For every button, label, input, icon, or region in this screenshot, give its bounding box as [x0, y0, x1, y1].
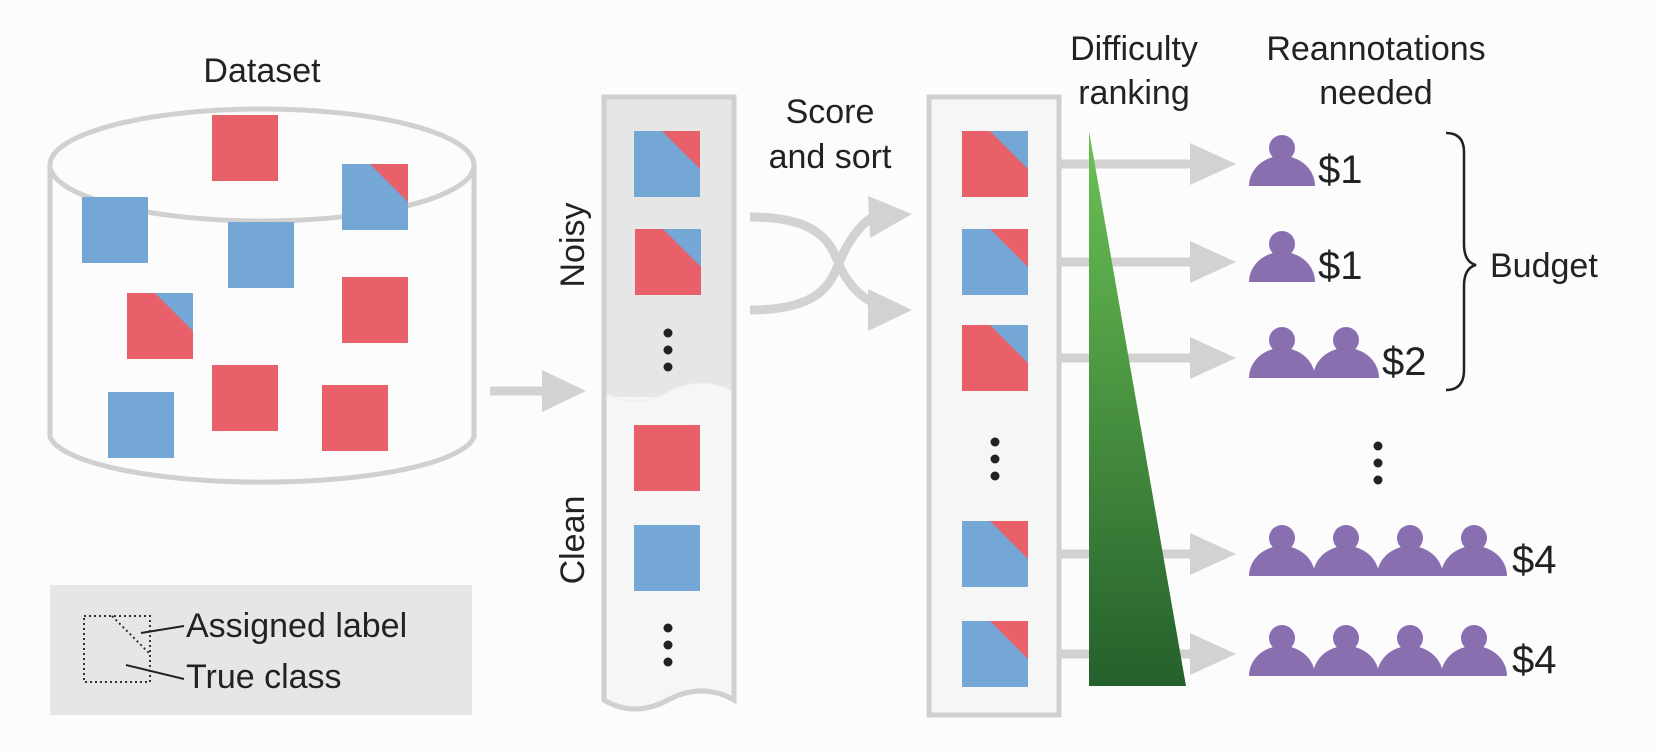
budget-brace [1445, 131, 1477, 392]
legend-square-icon [83, 615, 151, 683]
sample-mislabeled [342, 164, 408, 230]
score-sort-label-line2: and sort [769, 138, 892, 176]
difficulty-label-line1: Difficulty [1070, 30, 1198, 68]
person-icon [1249, 135, 1315, 186]
ellipsis-icon [663, 328, 673, 372]
sample-blue [634, 525, 700, 591]
annotator-row-4 [1249, 525, 1507, 576]
sample-mislabeled [962, 325, 1028, 391]
legend-true-class: True class [186, 658, 342, 696]
annotator-row-1 [1249, 135, 1315, 186]
reannotations-label-line2: needed [1319, 74, 1432, 112]
sample-blue [228, 222, 294, 288]
ranked-list-panel [926, 94, 1062, 718]
reannotations-label-line1: Reannotations [1266, 30, 1485, 68]
person-icon [1249, 525, 1315, 576]
person-icon [1313, 625, 1379, 676]
ellipsis-icon [1373, 441, 1383, 485]
dataset-samples [82, 115, 408, 458]
cost-label: $4 [1512, 538, 1557, 582]
legend: Assigned label True class [50, 585, 472, 715]
sample-mislabeled [634, 131, 700, 197]
sample-mislabeled [127, 293, 193, 359]
person-icon [1313, 327, 1379, 378]
swap-arrows-icon [749, 196, 912, 331]
cost-label: $2 [1382, 340, 1427, 384]
clean-label: Clean [554, 496, 592, 585]
annotator-row-3 [1249, 327, 1379, 378]
score-sort-label-line1: Score [786, 93, 875, 131]
sample-mislabeled [635, 229, 701, 295]
person-icon [1249, 231, 1315, 282]
person-icon [1441, 625, 1507, 676]
noisy-label: Noisy [554, 202, 592, 287]
person-icon [1249, 327, 1315, 378]
person-icon [1377, 625, 1443, 676]
difficulty-wedge [1089, 131, 1186, 686]
sample-red [322, 385, 388, 451]
annotator-row-2 [1249, 231, 1315, 282]
ellipsis-icon [990, 437, 1000, 481]
dataset-title: Dataset [203, 52, 321, 90]
list-samples [634, 131, 701, 667]
dataset-cylinder [47, 106, 477, 485]
budget-label: Budget [1490, 247, 1598, 285]
ranked-samples [962, 131, 1028, 687]
ellipsis-icon [663, 623, 673, 667]
person-icon [1249, 625, 1315, 676]
sample-blue [82, 197, 148, 263]
sample-mislabeled [962, 131, 1028, 197]
sample-mislabeled [962, 621, 1028, 687]
cost-label: $1 [1318, 244, 1363, 288]
cost-label: $4 [1512, 638, 1557, 682]
person-icon [1377, 525, 1443, 576]
cost-label: $1 [1318, 148, 1363, 192]
arrow-to-list [490, 370, 586, 412]
person-icon [1441, 525, 1507, 576]
annotator-row-5 [1249, 625, 1507, 676]
sample-mislabeled [962, 229, 1028, 295]
legend-assigned-label: Assigned label [186, 607, 407, 645]
sample-blue [108, 392, 174, 458]
sample-red [634, 425, 700, 491]
person-icon [1313, 525, 1379, 576]
sample-red [342, 277, 408, 343]
difficulty-label-line2: ranking [1078, 74, 1190, 112]
sample-red [212, 115, 278, 181]
sample-red [212, 365, 278, 431]
sample-mislabeled [962, 521, 1028, 587]
